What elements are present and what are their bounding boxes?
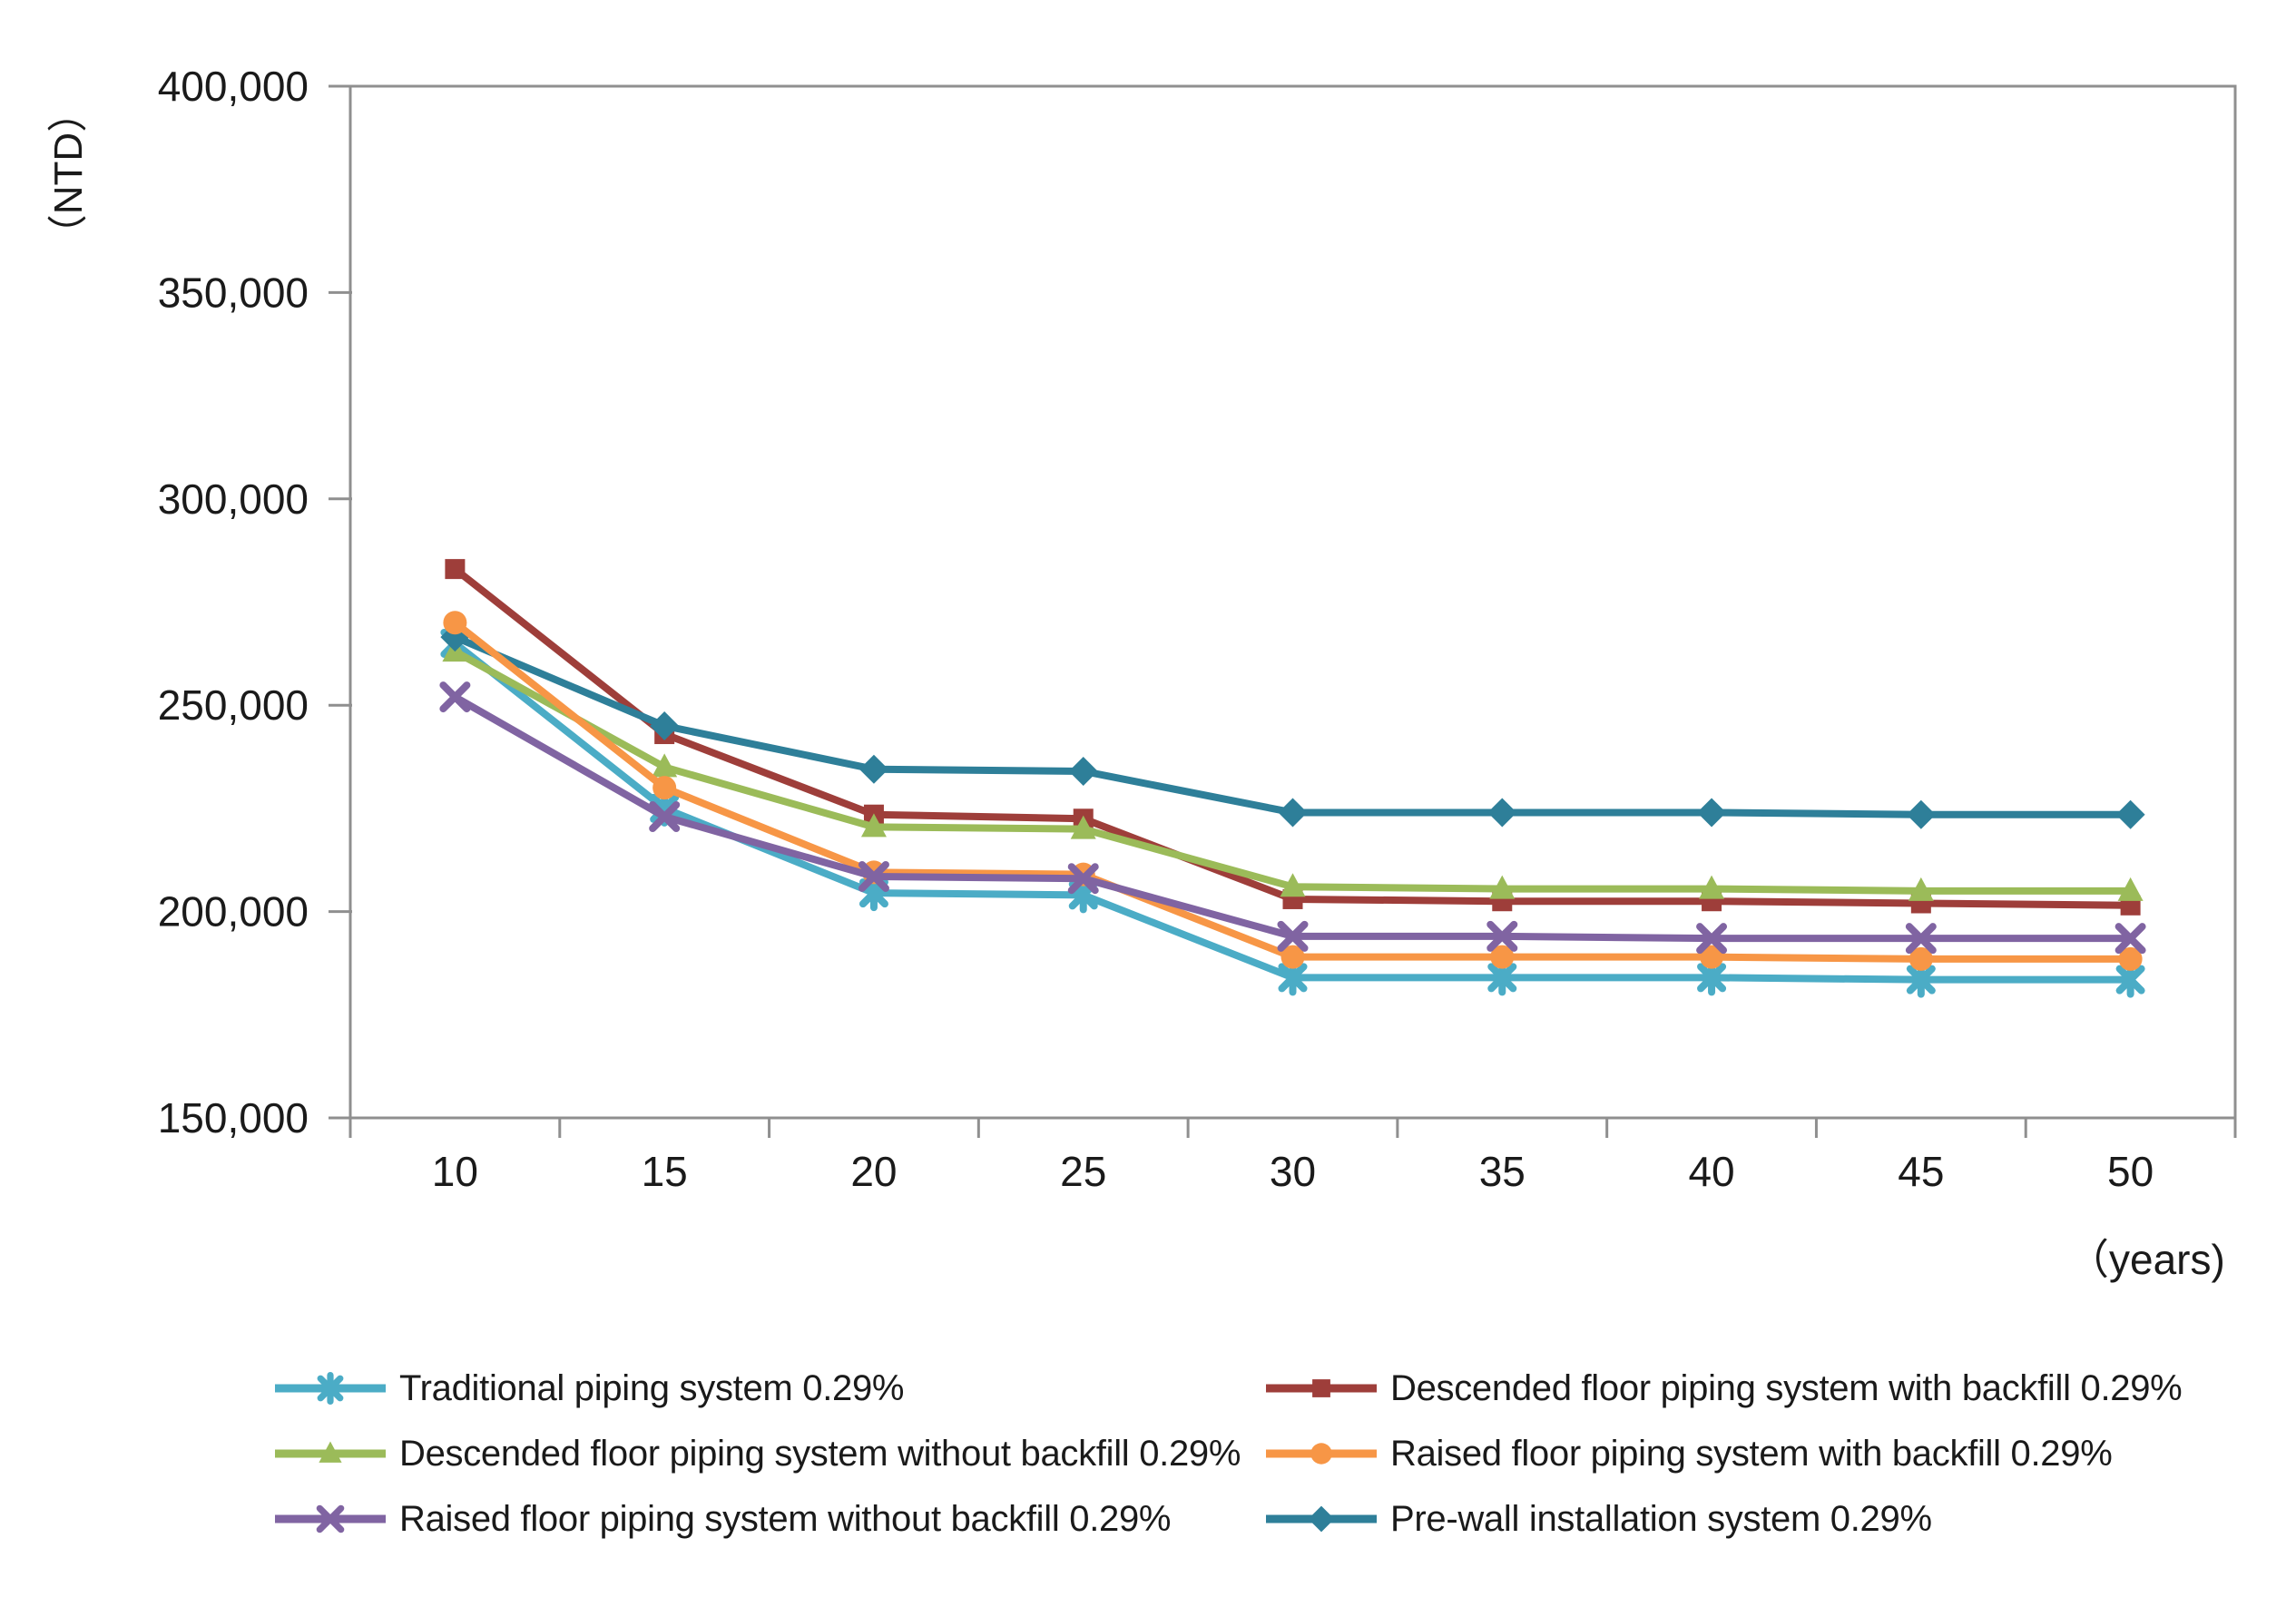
y-tick-label: 400,000 <box>158 63 309 110</box>
y-axis-unit-label: （NTD） <box>46 92 91 255</box>
x-axis-unit-label: （years) <box>2067 1236 2225 1283</box>
line-chart-canvas: 400,000 350,000 300,000 250,000 200,000 150,0… <box>158 63 2237 1195</box>
marker-diamond <box>1487 798 1517 828</box>
x-tick-label: 40 <box>1688 1148 1734 1195</box>
x-tick-label: 50 <box>2107 1148 2154 1195</box>
marker-triangle <box>319 1441 342 1463</box>
y-tick-label: 300,000 <box>158 475 309 523</box>
marker-x <box>2114 923 2146 955</box>
x-tick-label: 25 <box>1060 1148 1106 1195</box>
legend-item-raised-floor-piping-with-backfill: Raised floor piping system with backfill… <box>1263 1421 2182 1486</box>
marker-x <box>1696 923 1728 955</box>
marker-circle <box>1908 946 1933 971</box>
legend-marker-square-icon <box>1266 1379 1377 1397</box>
marker-circle <box>443 611 467 635</box>
marker-triangle <box>860 813 887 838</box>
marker-x <box>1277 920 1309 952</box>
legend-item-descended-floor-piping-without-backfill: Descended floor piping system without ba… <box>272 1421 1263 1486</box>
y-tick-label: 350,000 <box>158 269 309 316</box>
y-tick-label: 150,000 <box>158 1094 309 1141</box>
marker-circle <box>1490 945 1515 969</box>
legend-marker-asterisk-icon <box>275 1371 386 1406</box>
marker-square <box>445 559 466 580</box>
legend-label: Traditional piping system 0.29% <box>399 1367 905 1408</box>
series-line-pre-wall-installation-system <box>451 633 2134 818</box>
chart-legend: Traditional piping system 0.29% Descended… <box>272 1356 2183 1552</box>
marker-x <box>1067 863 1099 895</box>
marker-x <box>858 860 889 892</box>
marker-x <box>1905 923 1937 955</box>
marker-x <box>1487 920 1518 952</box>
legend-item-pre-wall-installation-system: Pre-wall installation system 0.29% <box>1263 1486 2182 1552</box>
marker-circle <box>1280 945 1305 969</box>
legend-item-raised-floor-piping-without-backfill: Raised floor piping system without backf… <box>272 1486 1263 1552</box>
marker-asterisk <box>317 1371 344 1406</box>
marker-x <box>316 1504 345 1533</box>
marker-square <box>1312 1379 1330 1397</box>
marker-diamond <box>2115 799 2145 829</box>
y-tick-label: 200,000 <box>158 888 309 936</box>
marker-x <box>439 681 471 713</box>
marker-diamond <box>1308 1505 1335 1533</box>
marker-diamond <box>1697 798 1727 828</box>
marker-circle <box>1310 1443 1332 1465</box>
marker-circle <box>2118 946 2143 971</box>
x-tick-label: 10 <box>432 1148 478 1195</box>
series-line-descended-floor-piping-without-backfill <box>451 648 2134 895</box>
marker-diamond <box>1906 799 1936 829</box>
legend-label: Descended floor piping system with backf… <box>1390 1367 2183 1408</box>
plot-border <box>348 84 2237 1120</box>
legend-label: Raised floor piping system with backfill… <box>1390 1433 2113 1474</box>
marker-triangle <box>1699 875 1725 899</box>
x-tick-label: 30 <box>1270 1148 1316 1195</box>
legend-item-descended-floor-piping-with-backfill: Descended floor piping system with backf… <box>1263 1356 2183 1421</box>
x-tick-label: 20 <box>850 1148 897 1195</box>
marker-diamond <box>1068 756 1098 786</box>
marker-triangle <box>1070 815 1096 839</box>
x-tick-label: 35 <box>1479 1148 1526 1195</box>
legend-label: Descended floor piping system without ba… <box>399 1433 1241 1474</box>
marker-triangle <box>2117 877 2144 901</box>
marker-circle <box>652 776 677 800</box>
marker-triangle <box>1280 873 1306 897</box>
legend-label: Raised floor piping system without backf… <box>399 1498 1172 1539</box>
legend-label: Pre-wall installation system 0.29% <box>1390 1498 1932 1539</box>
marker-triangle <box>1908 877 1934 901</box>
marker-circle <box>1700 945 1724 969</box>
marker-triangle <box>652 753 678 778</box>
legend-item-traditional-piping-system: Traditional piping system 0.29% <box>272 1356 1263 1421</box>
marker-diamond <box>650 710 680 740</box>
legend-marker-circle-icon <box>1266 1443 1377 1465</box>
legend-marker-triangle-icon <box>275 1441 386 1463</box>
marker-diamond <box>859 754 888 784</box>
x-tick-label: 15 <box>642 1148 688 1195</box>
marker-x <box>649 800 681 832</box>
marker-triangle <box>1489 875 1516 899</box>
legend-marker-diamond-icon <box>1266 1505 1377 1533</box>
legend-marker-x-icon <box>275 1504 386 1533</box>
y-tick-label: 250,000 <box>158 681 309 729</box>
marker-diamond <box>1278 798 1308 828</box>
x-tick-label: 45 <box>1898 1148 1944 1195</box>
